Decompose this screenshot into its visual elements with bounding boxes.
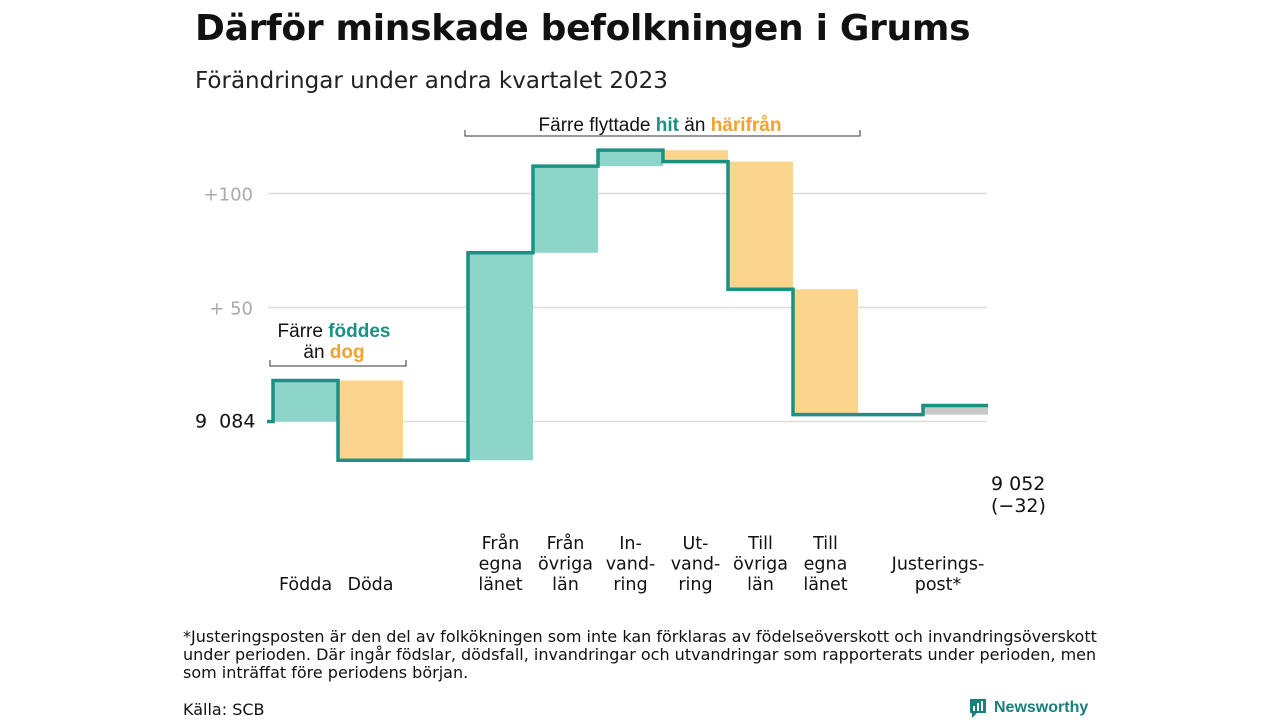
category-label: Ut- <box>683 534 709 554</box>
chart-subtitle: Förändringar under andra kvartalet 2023 <box>195 68 668 94</box>
category-label: post* <box>915 575 962 595</box>
category-label: övriga <box>733 555 788 575</box>
end-value-label: 9 052 <box>991 473 1045 495</box>
chart-title: Därför minskade befolkningen i Grums <box>195 8 971 49</box>
newsworthy-logo-icon <box>970 699 986 718</box>
births-bracket <box>269 360 407 367</box>
y-tick-label: +100 <box>204 185 253 206</box>
category-label: länet <box>478 575 522 595</box>
waterfall-bar <box>468 252 533 461</box>
migration-bracket <box>464 130 861 137</box>
y-tick-label: + 50 <box>209 299 253 320</box>
category-label: Till <box>812 534 838 554</box>
annotation-span: härifrån <box>711 115 782 136</box>
category-label: egna <box>479 555 523 575</box>
category-label: Födda <box>279 575 332 595</box>
annotation-span: dog <box>330 342 365 363</box>
category-label: vand- <box>671 555 721 575</box>
migration-annotation: Färre flyttade hit än härifrån <box>539 115 782 136</box>
annotation-span: hit <box>656 115 680 136</box>
waterfall-bar <box>533 166 598 253</box>
annotation-span: Färre flyttade <box>539 115 656 136</box>
waterfall-bar <box>923 405 988 415</box>
births-annotation-line2: än dog <box>303 342 364 363</box>
footnote: *Justeringsposten är den del av folkökni… <box>183 627 1097 682</box>
waterfall-bar <box>273 380 338 422</box>
births-annotation-line1: Färre föddes <box>278 321 391 342</box>
waterfall-bar <box>338 380 403 461</box>
category-label: länet <box>803 575 847 595</box>
category-label: Till <box>747 534 773 554</box>
category-label: Från <box>482 533 520 554</box>
brand-logo: Newsworthy <box>968 697 1088 719</box>
annotation-span: än <box>679 115 711 136</box>
category-label: vand- <box>606 555 656 575</box>
brand-name: Newsworthy <box>994 699 1089 716</box>
waterfall-bar <box>793 289 858 415</box>
annotation-span: än <box>303 342 329 363</box>
category-label: Justerings- <box>891 555 985 575</box>
category-label: övriga <box>538 555 593 575</box>
category-label: ring <box>613 575 647 595</box>
waterfall-bar <box>728 161 793 290</box>
end-value-label: (−32) <box>991 495 1046 517</box>
category-label: Från <box>547 533 585 554</box>
category-label: egna <box>804 555 848 575</box>
annotation-span: föddes <box>328 321 390 342</box>
category-label: In- <box>619 534 642 554</box>
annotation-span: Färre <box>278 321 329 342</box>
source-note: Källa: SCB <box>183 700 265 719</box>
category-label: län <box>747 575 774 595</box>
waterfall-bar <box>663 150 728 162</box>
category-label: ring <box>678 575 712 595</box>
waterfall-bar <box>598 150 663 167</box>
start-value-label: 9 084 <box>195 411 255 433</box>
cumulative-step-line <box>267 148 988 463</box>
category-label: län <box>552 575 579 595</box>
category-label: Döda <box>347 575 393 595</box>
